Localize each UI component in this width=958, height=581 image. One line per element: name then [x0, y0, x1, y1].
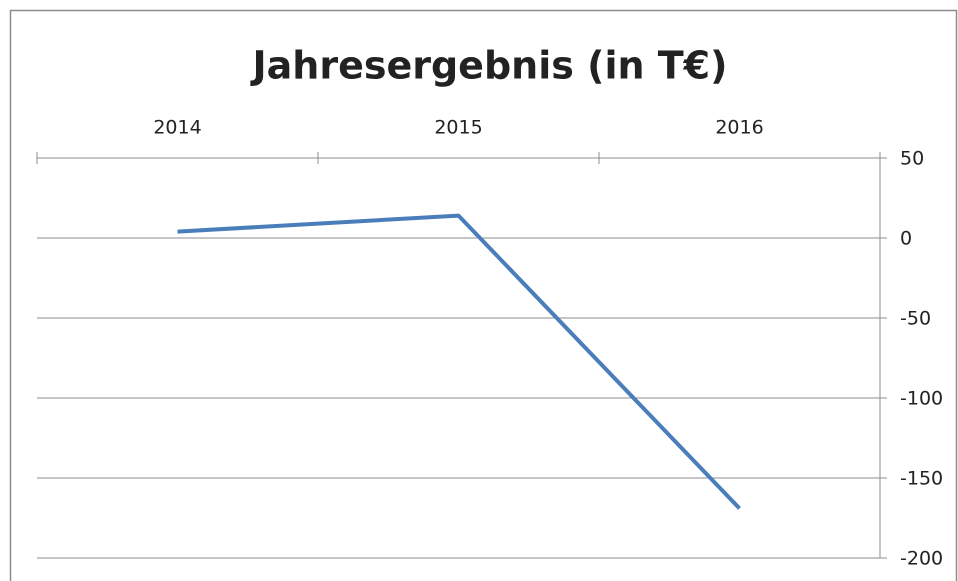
y-tick-label: 50	[900, 148, 924, 170]
chart-frame	[9, 9, 958, 581]
y-tick-label: -150	[900, 468, 943, 490]
x-tick-label: 2014	[153, 117, 201, 139]
x-tick-label: 2015	[434, 117, 482, 139]
chart-title: Jahresergebnis (in T€)	[250, 44, 728, 88]
y-tick-label: -200	[900, 548, 943, 570]
y-tick-label: 0	[900, 228, 912, 250]
x-tick-label: 2016	[715, 117, 763, 139]
data-line	[177, 213, 741, 510]
y-tick-label: -100	[900, 388, 943, 410]
y-tick-label: -50	[900, 308, 931, 330]
